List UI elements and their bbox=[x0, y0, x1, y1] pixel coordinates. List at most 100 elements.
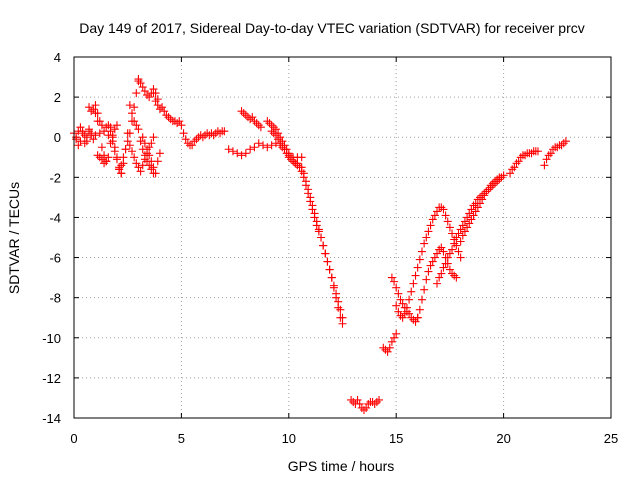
data-point bbox=[87, 131, 96, 140]
data-point bbox=[166, 115, 175, 124]
data-point bbox=[398, 299, 407, 308]
data-point bbox=[132, 121, 141, 130]
data-point bbox=[439, 205, 448, 214]
data-point bbox=[317, 233, 326, 242]
data-point bbox=[390, 277, 399, 286]
data-point bbox=[327, 273, 336, 282]
data-point bbox=[259, 141, 268, 150]
data-point bbox=[254, 121, 263, 130]
y-tick-label: -10 bbox=[42, 331, 61, 346]
data-point bbox=[250, 143, 259, 152]
data-point bbox=[140, 155, 149, 164]
y-tick-label: -6 bbox=[49, 251, 61, 266]
data-point bbox=[506, 169, 515, 178]
data-point bbox=[82, 133, 91, 142]
data-point bbox=[104, 121, 113, 130]
series-arc-27 bbox=[540, 137, 570, 170]
data-point bbox=[319, 241, 328, 250]
data-point bbox=[465, 219, 474, 228]
series-arc-13 bbox=[138, 133, 164, 178]
y-tick-label: 0 bbox=[54, 130, 61, 145]
data-point bbox=[254, 139, 263, 148]
data-point bbox=[430, 211, 439, 220]
data-point bbox=[239, 109, 248, 118]
data-point bbox=[155, 149, 164, 158]
data-point bbox=[293, 159, 302, 168]
data-point bbox=[409, 279, 418, 288]
data-point bbox=[514, 157, 523, 166]
data-point bbox=[134, 75, 143, 84]
data-point bbox=[415, 255, 424, 264]
data-point bbox=[422, 233, 431, 242]
data-point bbox=[387, 273, 396, 282]
data-point bbox=[140, 139, 149, 148]
data-point bbox=[559, 139, 568, 148]
data-point bbox=[74, 141, 83, 150]
data-point bbox=[491, 177, 500, 186]
data-point bbox=[441, 259, 450, 268]
data-point bbox=[454, 247, 463, 256]
y-axis-label: SDTVAR / TECUs bbox=[6, 182, 22, 294]
data-point bbox=[278, 143, 287, 152]
data-point bbox=[282, 149, 291, 158]
data-point bbox=[456, 225, 465, 234]
data-point bbox=[95, 129, 104, 138]
data-point bbox=[250, 117, 259, 126]
data-point bbox=[417, 247, 426, 256]
data-point bbox=[134, 125, 143, 134]
data-point bbox=[89, 135, 98, 144]
data-point bbox=[256, 123, 265, 132]
chart-title: Day 149 of 2017, Sidereal Day-to-day VTE… bbox=[79, 20, 585, 36]
data-point bbox=[136, 167, 145, 176]
data-point bbox=[175, 117, 184, 126]
data-point bbox=[450, 239, 459, 248]
series-arc-15 bbox=[237, 107, 265, 132]
series-arc-04 bbox=[91, 101, 121, 148]
data-point bbox=[248, 113, 257, 122]
data-point bbox=[433, 249, 442, 258]
data-point bbox=[323, 257, 332, 266]
data-point bbox=[553, 143, 562, 152]
data-point bbox=[405, 295, 414, 304]
data-point bbox=[108, 131, 117, 140]
data-point bbox=[542, 155, 551, 164]
data-point bbox=[482, 187, 491, 196]
data-point bbox=[437, 269, 446, 278]
data-point bbox=[349, 397, 358, 406]
data-point bbox=[448, 245, 457, 254]
data-point bbox=[95, 153, 104, 162]
data-point bbox=[237, 151, 246, 160]
data-point bbox=[246, 145, 255, 154]
data-point bbox=[392, 329, 401, 338]
data-point bbox=[106, 139, 115, 148]
data-point bbox=[437, 203, 446, 212]
data-point bbox=[97, 155, 106, 164]
data-point bbox=[441, 211, 450, 220]
data-point bbox=[439, 263, 448, 272]
series-arc-20 bbox=[379, 329, 401, 356]
data-point bbox=[353, 395, 362, 404]
data-point bbox=[151, 169, 160, 178]
data-point bbox=[433, 279, 442, 288]
series-arc-18 bbox=[297, 163, 347, 322]
data-point bbox=[130, 103, 139, 112]
data-point bbox=[263, 117, 272, 126]
data-point bbox=[241, 111, 250, 120]
data-point bbox=[392, 301, 401, 310]
data-point bbox=[394, 289, 403, 298]
x-tick-label: 10 bbox=[282, 431, 296, 446]
data-point bbox=[508, 165, 517, 174]
data-point bbox=[433, 207, 442, 216]
data-point bbox=[112, 121, 121, 130]
data-point bbox=[269, 129, 278, 138]
data-point bbox=[117, 169, 126, 178]
data-point bbox=[454, 229, 463, 238]
data-point bbox=[95, 117, 104, 126]
data-point bbox=[192, 135, 201, 144]
series-arc-24 bbox=[433, 171, 508, 288]
data-point bbox=[233, 149, 242, 158]
data-point bbox=[533, 147, 542, 156]
data-point bbox=[267, 127, 276, 136]
data-point bbox=[475, 199, 484, 208]
